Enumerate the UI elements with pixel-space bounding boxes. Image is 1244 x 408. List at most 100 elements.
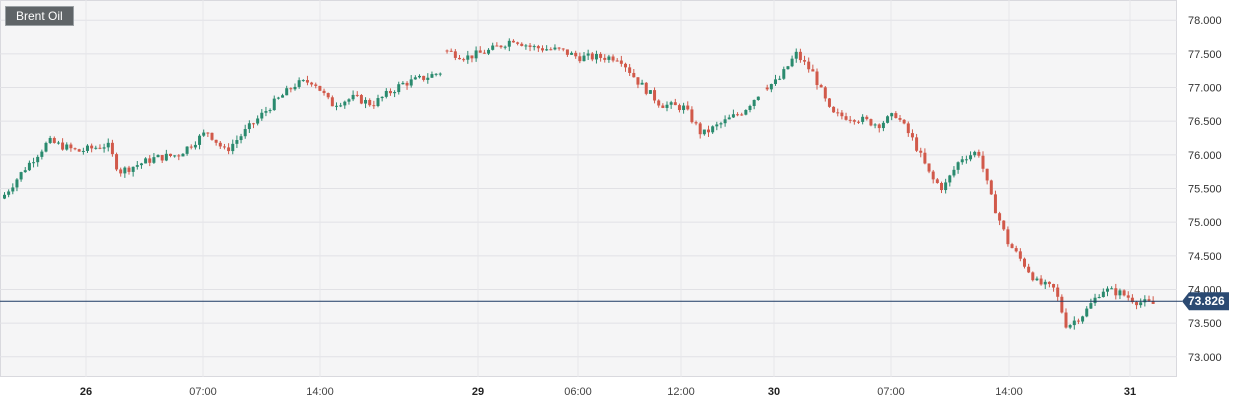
candle-body (727, 117, 731, 120)
candle-body (815, 71, 819, 86)
candle-body (388, 90, 392, 94)
candle-body (935, 179, 939, 184)
candle-body (931, 171, 935, 180)
candle-body (438, 73, 442, 75)
candle-body (458, 57, 462, 60)
candle-body (1047, 281, 1051, 285)
candle-body (511, 40, 515, 43)
candle-body (778, 78, 782, 80)
last-price-tag (1182, 292, 1229, 311)
candle-body (1139, 302, 1143, 306)
candle-body (422, 75, 426, 80)
candle-body (827, 98, 831, 107)
candle-body (368, 99, 372, 106)
candle-body (740, 114, 744, 116)
candle-body (445, 50, 449, 52)
candle-body (144, 158, 148, 164)
candle-body (998, 213, 1002, 221)
candle-body (557, 47, 561, 49)
candle-body (1126, 295, 1130, 298)
candle-body (272, 98, 276, 111)
candle-body (7, 191, 11, 195)
candle-body (1056, 287, 1060, 297)
candle-body (752, 99, 756, 106)
candle-body (1043, 281, 1047, 285)
candle-body (210, 132, 214, 140)
candle-body (981, 155, 985, 169)
candle-body (347, 99, 351, 102)
candle-body (861, 116, 865, 122)
candle-body (765, 87, 769, 90)
candle-body (707, 129, 711, 133)
candle-body (898, 118, 902, 120)
candle-body (169, 153, 172, 156)
candle-body (285, 88, 289, 96)
y-tick-label: 73.500 (1188, 318, 1222, 330)
candle-body (690, 109, 694, 123)
candle-body (364, 99, 368, 104)
candle-body (748, 105, 752, 110)
candle-body (803, 60, 807, 62)
candle-body (640, 82, 644, 85)
candle-body (1072, 320, 1076, 326)
candle-body (3, 194, 6, 199)
x-tick-label: 26 (80, 386, 92, 398)
candle-body (1147, 299, 1151, 301)
candle-body (36, 156, 40, 163)
candle-body (948, 175, 952, 183)
x-tick-label: 07:00 (877, 386, 905, 398)
candle-body (873, 124, 877, 126)
candle-body (19, 172, 23, 180)
candle-body (1114, 288, 1118, 296)
candle-body (495, 45, 499, 47)
candle-body (23, 170, 27, 173)
candle-body (1052, 284, 1056, 288)
candle-body (335, 105, 338, 107)
candle-body (603, 57, 607, 60)
candle-body (326, 93, 330, 98)
candle-body (185, 146, 189, 154)
candle-body (661, 105, 665, 108)
candle-body (910, 133, 914, 138)
candle-body (1118, 290, 1122, 296)
candle-body (355, 94, 359, 96)
candle-body (856, 121, 860, 123)
candle-body (528, 45, 532, 47)
candle-body (786, 66, 790, 70)
candle-body (881, 122, 885, 129)
candle-body (586, 53, 590, 56)
x-tick-label: 12:00 (667, 386, 695, 398)
candle-body (177, 155, 181, 157)
candle-body (264, 111, 268, 113)
candle-body (231, 143, 235, 152)
candle-body (470, 55, 474, 59)
candle-body (516, 42, 520, 44)
candle-body (466, 55, 470, 60)
candle-body (44, 142, 48, 152)
candle-body (276, 97, 280, 99)
candle-body (256, 118, 260, 124)
candle-body (81, 150, 85, 152)
candle-body (1076, 320, 1080, 322)
candle-body (673, 102, 677, 106)
candle-body (56, 142, 60, 144)
candle-body (434, 73, 438, 75)
candle-body (260, 112, 264, 119)
candle-body (524, 45, 528, 47)
candle-body (405, 82, 409, 86)
x-tick-label: 07:00 (189, 386, 217, 398)
candle-body (491, 45, 495, 50)
y-tick-label: 76.000 (1188, 150, 1222, 162)
candle-body (1085, 308, 1089, 317)
candle-body (48, 137, 52, 143)
y-tick-label: 73.000 (1188, 352, 1222, 364)
candle-body (590, 53, 594, 60)
candle-body (102, 147, 106, 149)
candle-body (1002, 220, 1006, 230)
candle-body (869, 119, 873, 126)
candle-body (865, 116, 869, 120)
candle-body (131, 166, 135, 172)
candle-body (1010, 244, 1014, 249)
candle-body (1110, 288, 1114, 290)
candle-body (1014, 248, 1018, 252)
